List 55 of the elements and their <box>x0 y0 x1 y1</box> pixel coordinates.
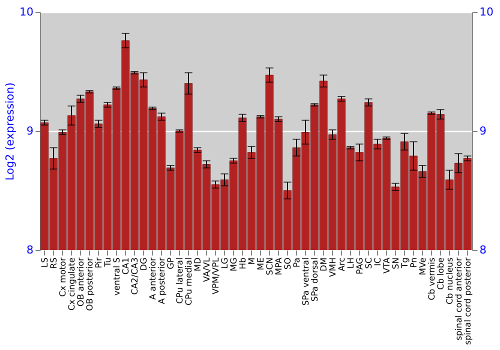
x-tick-label: Cb nucleus <box>445 256 456 304</box>
y2-tick-label: 9 <box>480 124 486 138</box>
x-tick-label: CA2/CA3 <box>130 258 141 295</box>
x-tick-label: MPA <box>274 257 284 276</box>
y-tick-label: 9 <box>26 124 34 138</box>
x-tick-label: Pir <box>94 256 105 268</box>
x-tick-label: MVe <box>418 258 428 276</box>
x-tick-label: SC <box>364 257 374 269</box>
x-tick-label: CA1 <box>122 258 132 275</box>
x-tick-label: RS <box>50 258 60 269</box>
x-tick-label: VPM/VPL <box>212 257 222 294</box>
x-tick-label: Pn <box>409 258 420 268</box>
x-tick-label: Pa <box>292 258 302 268</box>
x-tick-label: PAG <box>355 258 366 274</box>
y-tick-label: 10 <box>20 6 34 18</box>
x-tick-label: Tu <box>104 258 114 268</box>
x-tick-label: A anterior <box>148 257 159 300</box>
x-tick-label: Cx motor <box>58 257 69 297</box>
x-tick-label: OB anterior <box>76 257 87 306</box>
x-tick-label: Arc <box>337 257 348 272</box>
x-tick-label: CPu medial <box>184 258 195 306</box>
x-tick-label: DM <box>319 258 330 272</box>
x-tick-label: MD <box>194 257 204 272</box>
y2-tick-label: 8 <box>480 244 486 256</box>
x-tick-label: Cb vermis <box>427 256 438 300</box>
x-tick-label: SCN <box>265 258 276 276</box>
x-tick-label: A posterior <box>158 256 168 304</box>
x-tick-label: VA/VL <box>202 257 213 282</box>
x-tick-label: spinal cord anterior <box>454 257 464 340</box>
y2-tick-label: 10 <box>480 6 494 18</box>
x-tick-label: LH <box>346 258 356 269</box>
x-tick-label: LG <box>220 258 231 269</box>
x-tick-label: Cx cingulate <box>68 258 78 311</box>
x-tick-label: Tg <box>400 258 410 270</box>
x-tick-label: M <box>248 258 258 265</box>
x-tick-label: Cb lobe <box>436 258 446 290</box>
x-tick-label: OB posterior <box>86 257 96 311</box>
x-tick-label: SPa dorsal <box>310 258 320 302</box>
x-tick-label: spinal cord posterior <box>463 257 474 345</box>
x-tick-label: Hb <box>238 258 249 270</box>
x-tick-label: VTA <box>382 257 392 274</box>
x-tick-label: LS <box>40 258 51 268</box>
x-tick-label: VMH <box>328 258 338 278</box>
x-tick-label: SN <box>391 258 402 270</box>
x-tick-label: ME <box>256 258 266 270</box>
x-tick-label: SPa ventral <box>301 258 312 306</box>
y-tick-label: 8 <box>26 244 34 256</box>
x-tick-label: ventral S <box>112 258 123 296</box>
x-tick-label: IC <box>373 257 384 266</box>
x-tick-label: DG <box>140 258 150 271</box>
x-tick-label: GP <box>166 258 177 270</box>
x-tick-label: MG <box>230 258 240 272</box>
x-tick-label: CPu lateral <box>176 258 186 304</box>
x-tick-label: SO <box>283 257 294 270</box>
y-axis-title: Log2 (expression) <box>4 82 17 181</box>
